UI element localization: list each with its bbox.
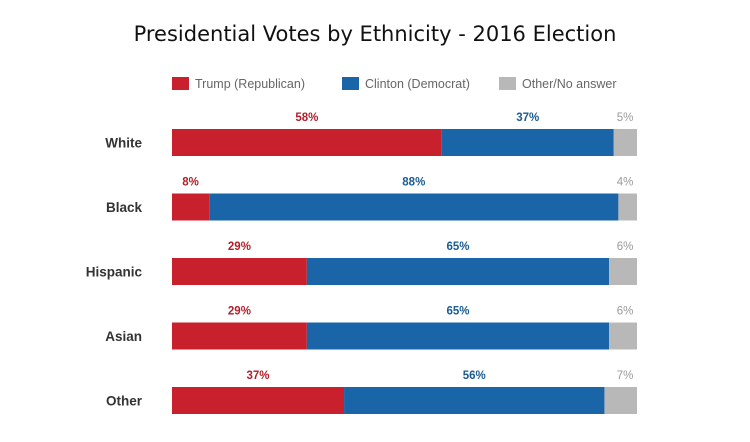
bar-segment-other-other (604, 387, 637, 414)
bar-segment-white-other (613, 129, 637, 156)
data-label-black-clinton: 88% (402, 177, 425, 189)
data-label-hispanic-clinton: 65% (446, 241, 469, 253)
legend-label-other: Other/No answer (522, 77, 617, 91)
bar-segment-asian-other (609, 322, 637, 350)
bar-segment-other-clinton (344, 387, 605, 414)
data-label-hispanic-trump: 29% (228, 241, 251, 253)
bar-segment-hispanic-other (609, 258, 637, 285)
legend-label-trump: Trump (Republican) (195, 77, 305, 91)
legend-swatch-clinton (342, 77, 359, 90)
legend-swatch-other (499, 77, 516, 90)
bar-segment-black-trump (172, 193, 210, 221)
category-label-other: Other (106, 394, 143, 409)
data-label-asian-clinton: 65% (446, 306, 469, 318)
bar-segment-black-other (618, 193, 637, 221)
bar-segment-white-clinton (441, 129, 614, 156)
bar-segment-black-clinton (209, 193, 619, 221)
data-label-other-trump: 37% (247, 370, 270, 382)
data-label-black-other: 4% (617, 177, 634, 189)
bar-segment-white-trump (172, 129, 442, 156)
category-label-asian: Asian (105, 329, 142, 344)
legend-label-clinton: Clinton (Democrat) (365, 77, 470, 91)
bar-segment-other-trump (172, 387, 345, 414)
bar-segment-hispanic-trump (172, 258, 307, 285)
bar-segment-asian-trump (172, 322, 307, 350)
data-label-asian-other: 6% (617, 306, 634, 318)
legend-swatch-trump (172, 77, 189, 90)
data-label-white-clinton: 37% (516, 112, 539, 124)
data-label-other-clinton: 56% (463, 370, 486, 382)
category-label-white: White (105, 136, 142, 151)
data-label-white-trump: 58% (295, 112, 318, 124)
category-label-black: Black (106, 200, 143, 215)
data-label-hispanic-other: 6% (617, 241, 634, 253)
bar-segment-hispanic-clinton (306, 258, 610, 285)
data-label-asian-trump: 29% (228, 306, 251, 318)
bar-segment-asian-clinton (306, 322, 610, 350)
data-label-other-other: 7% (617, 370, 634, 382)
chart-title: Presidential Votes by Ethnicity - 2016 E… (133, 22, 617, 46)
data-label-black-trump: 8% (182, 177, 199, 189)
category-label-hispanic: Hispanic (86, 265, 143, 280)
data-label-white-other: 5% (617, 112, 634, 124)
